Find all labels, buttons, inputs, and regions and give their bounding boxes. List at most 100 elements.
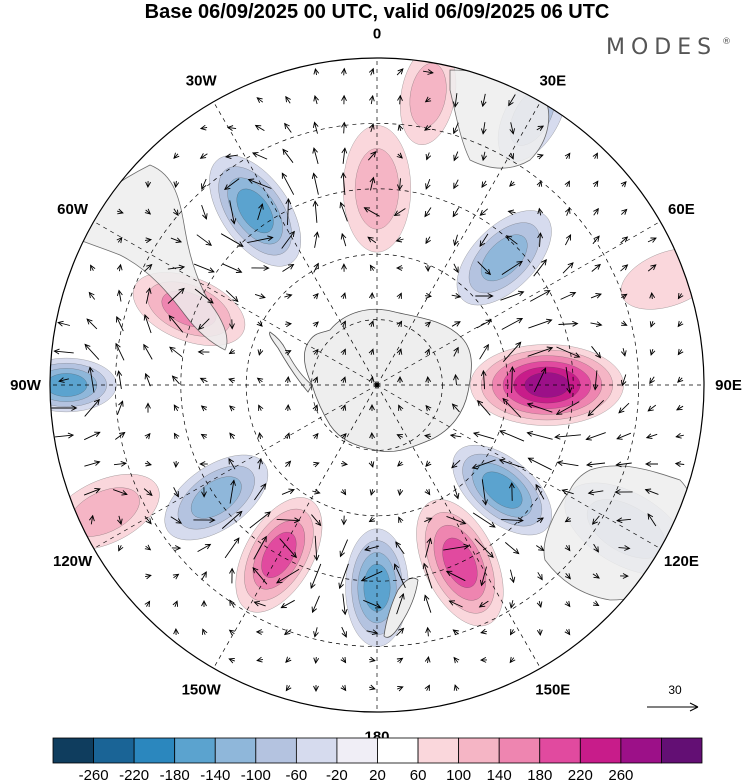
wind-vector	[340, 488, 347, 496]
wind-vector	[311, 595, 320, 614]
wind-vector	[592, 152, 598, 159]
anomaly-center-negative	[209, 155, 301, 267]
longitude-label: 60W	[57, 201, 89, 218]
wind-vector	[363, 207, 380, 217]
wind-vector	[116, 236, 123, 244]
wind-vector	[564, 233, 572, 246]
colorbar-swatch	[498, 737, 541, 764]
wind-vector	[254, 483, 267, 501]
wind-vector	[172, 600, 179, 607]
wind-vector	[480, 369, 487, 390]
wind-vector	[368, 375, 375, 384]
wind-vector	[677, 348, 684, 356]
wind-vector	[526, 402, 553, 413]
wind-vector	[313, 627, 319, 638]
wind-vector	[341, 147, 348, 164]
wind-vector	[501, 260, 523, 275]
wind-vector	[171, 375, 180, 385]
wind-vector	[397, 488, 404, 496]
longitude-label: 150E	[535, 681, 570, 698]
colorbar-tick-label: 180	[527, 767, 552, 783]
wind-vector	[537, 207, 544, 216]
wind-vector	[173, 460, 179, 469]
wind-vector	[562, 262, 574, 274]
meridian-line	[376, 221, 661, 386]
wind-vector	[446, 515, 467, 525]
meridian-line	[93, 221, 378, 386]
longitude-label: 30W	[186, 73, 218, 90]
wind-vector	[144, 573, 152, 580]
wind-vector	[284, 376, 291, 384]
wind-vector	[369, 94, 375, 105]
wind-vector	[536, 180, 543, 187]
map-disk	[50, 58, 704, 712]
wind-vector	[284, 321, 292, 328]
wind-vector	[396, 657, 404, 664]
longitude-label: 120W	[53, 553, 93, 570]
wind-vector	[649, 376, 655, 385]
wind-vector-layer	[51, 67, 685, 693]
wind-vector	[424, 656, 431, 664]
wind-vector	[474, 538, 494, 559]
wind-vector	[396, 68, 404, 76]
colorbar-tick-label: 20	[369, 767, 386, 783]
wind-vector	[448, 600, 463, 608]
wind-vector	[202, 628, 208, 635]
colorbar-swatch	[539, 737, 581, 764]
colorbar-tick-label: -20	[326, 767, 348, 783]
wind-vector	[228, 348, 236, 355]
wind-vector	[397, 94, 403, 105]
wind-vector	[143, 263, 153, 272]
wind-vector	[171, 545, 182, 551]
wind-vector	[649, 348, 656, 356]
wind-vector	[556, 346, 581, 358]
wind-vector	[143, 314, 152, 334]
wind-vector	[366, 629, 379, 636]
wind-vector	[425, 626, 431, 637]
wind-vector	[116, 263, 123, 272]
wind-vector	[423, 69, 434, 75]
colorbar-tick-label: 220	[568, 767, 593, 783]
colorbar-tick-label: 60	[410, 767, 427, 783]
wind-vector	[505, 542, 520, 555]
wind-vector	[83, 487, 101, 496]
anomaly-center-negative	[456, 210, 552, 306]
wind-vector	[276, 517, 301, 524]
anomaly-contour	[480, 234, 528, 282]
wind-vector	[341, 67, 347, 76]
meridian-line	[213, 101, 378, 386]
wind-vector	[53, 348, 74, 355]
wind-vector	[88, 291, 96, 300]
wind-vector	[453, 346, 459, 357]
wind-vector	[312, 376, 318, 383]
wind-vector	[313, 685, 319, 693]
wind-vector	[145, 180, 151, 189]
wind-vector	[310, 563, 322, 590]
wind-vector	[247, 235, 274, 244]
wind-vector	[229, 200, 237, 225]
wind-vector	[554, 433, 581, 440]
wind-vector	[590, 293, 602, 299]
colorbar-swatch	[579, 737, 622, 764]
wind-vector	[368, 516, 376, 523]
wind-vector	[477, 399, 491, 416]
wind-vector	[397, 460, 404, 467]
brand-registered-mark: ®	[722, 37, 731, 47]
wind-vector	[425, 152, 432, 161]
wind-vector	[285, 684, 292, 692]
reference-vector-label: 30	[668, 683, 682, 697]
wind-vector	[509, 365, 516, 394]
wind-vector	[143, 488, 153, 497]
wind-vector	[144, 600, 151, 608]
wind-vector	[173, 432, 180, 440]
wind-vector	[500, 290, 525, 301]
wind-vector	[145, 402, 151, 413]
wind-vector	[536, 545, 545, 552]
wind-vector	[677, 292, 684, 300]
wind-vector	[196, 234, 213, 246]
brand-name: MODES	[606, 35, 717, 60]
brand-logo: MODES ®	[606, 35, 731, 60]
wind-vector	[284, 629, 292, 636]
wind-vector	[502, 397, 522, 418]
